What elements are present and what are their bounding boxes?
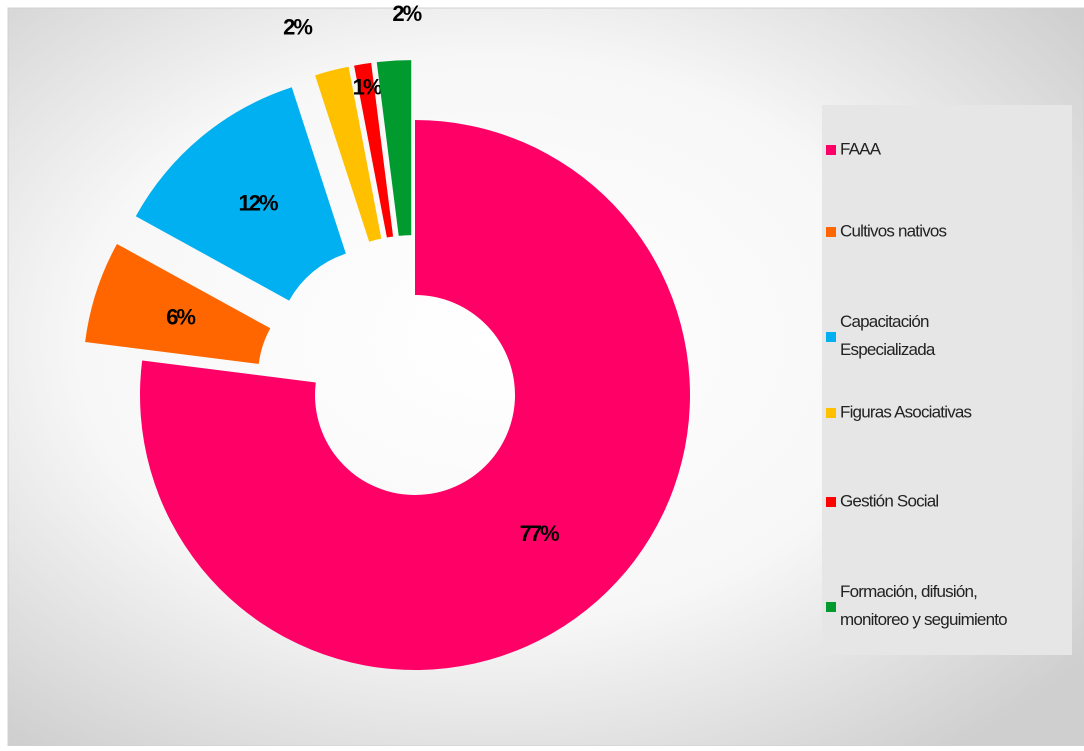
slice — [315, 66, 382, 242]
legend-marker — [826, 332, 836, 342]
legend-marker — [826, 602, 836, 612]
data-label: 12% — [239, 190, 278, 215]
legend-label: Formación, difusión, monitoreo y seguimie… — [840, 582, 1007, 629]
data-label: 2% — [283, 14, 312, 39]
legend-marker — [826, 497, 836, 507]
legend-marker — [826, 227, 836, 237]
slice — [354, 62, 394, 238]
data-label: 1% — [353, 75, 382, 100]
data-label: 77% — [520, 521, 559, 546]
legend-marker — [826, 145, 836, 155]
slice — [135, 87, 346, 301]
legend-label: Capacitación Especializada — [840, 312, 936, 359]
legend-label: Gestión Social — [840, 491, 938, 510]
slice — [85, 243, 271, 364]
legend-label: Cultivos nativos — [840, 221, 947, 240]
data-label: 6% — [166, 304, 195, 329]
legend-box — [822, 105, 1072, 655]
data-label: 2% — [392, 1, 421, 26]
legend-label: FAAA — [840, 139, 882, 158]
slice — [140, 120, 691, 670]
legend-marker — [826, 408, 836, 418]
legend-label: Figuras Asociativas — [840, 402, 972, 421]
slice — [376, 60, 412, 236]
